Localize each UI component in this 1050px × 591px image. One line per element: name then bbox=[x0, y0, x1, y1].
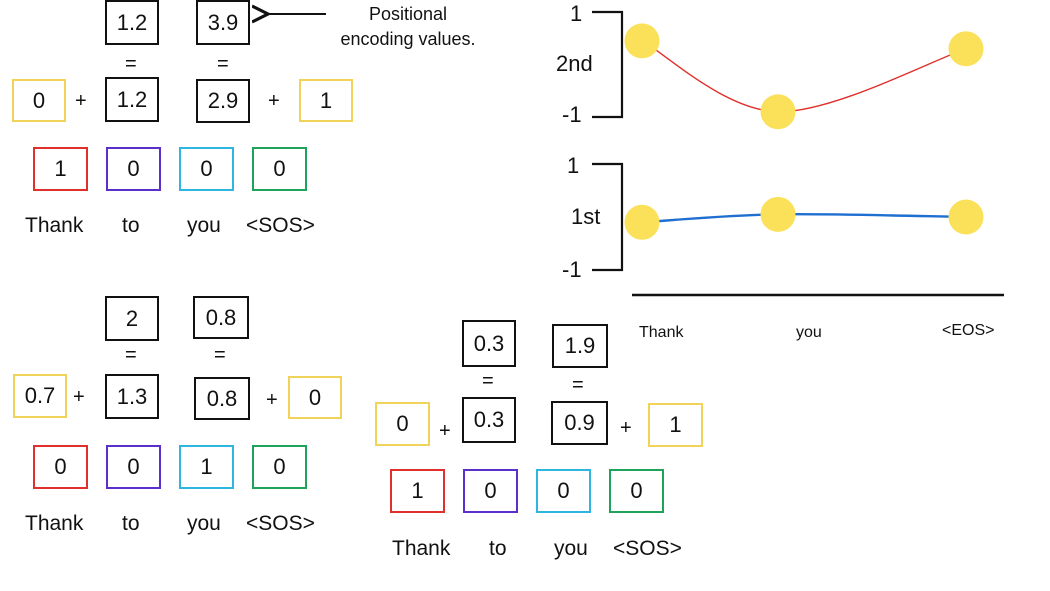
word-label: to bbox=[122, 512, 140, 535]
emb-box-4: 1 bbox=[648, 403, 703, 447]
plus-sign: + bbox=[268, 90, 280, 112]
equals-sign: = bbox=[482, 370, 494, 392]
equals-sign: = bbox=[125, 344, 137, 366]
emb-box-3: 2.9 bbox=[196, 79, 250, 123]
x-tick-label: you bbox=[796, 324, 822, 341]
word-label: you bbox=[187, 512, 221, 535]
y-max-label: 1 bbox=[567, 153, 580, 178]
pe-box-2: 1.9 bbox=[552, 324, 608, 368]
top-series-point bbox=[624, 23, 660, 59]
equals-sign: = bbox=[125, 53, 137, 75]
x-tick-label: Thank bbox=[639, 324, 684, 341]
emb-box-1: 0.7 bbox=[13, 374, 67, 418]
word-label: you bbox=[554, 537, 588, 560]
top-series-point bbox=[760, 94, 796, 130]
emb-box-3: 0.8 bbox=[194, 377, 250, 420]
emb-box-2: 1.3 bbox=[105, 374, 159, 419]
onehot-box-2: 0 bbox=[463, 469, 518, 513]
word-label: you bbox=[187, 214, 221, 237]
word-label: Thank bbox=[25, 512, 84, 535]
word-label: Thank bbox=[392, 537, 451, 560]
equals-sign: = bbox=[217, 53, 229, 75]
equals-sign: = bbox=[214, 344, 226, 366]
bottom-series-label: 1st bbox=[571, 204, 601, 229]
bottom-series-point bbox=[760, 196, 796, 232]
top-bracket bbox=[592, 10, 624, 119]
onehot-box-2: 0 bbox=[106, 147, 161, 191]
word-label: Thank bbox=[25, 214, 84, 237]
onehot-box-3: 1 bbox=[179, 445, 234, 489]
pe-box-2: 0.8 bbox=[193, 296, 249, 339]
emb-box-2: 1.2 bbox=[105, 77, 159, 122]
emb-box-1: 0 bbox=[375, 402, 430, 446]
x-tick-label: <EOS> bbox=[942, 322, 995, 339]
annotation-line-2: encoding values. bbox=[340, 29, 476, 49]
emb-box-2: 0.3 bbox=[462, 397, 516, 443]
bottom-bracket bbox=[592, 162, 624, 272]
word-label: to bbox=[489, 537, 507, 560]
word-label: <SOS> bbox=[246, 512, 315, 535]
plus-sign: + bbox=[73, 386, 85, 408]
annotation-line-1: Positional bbox=[368, 4, 448, 24]
emb-box-1: 0 bbox=[12, 79, 66, 122]
pe-box-2: 3.9 bbox=[196, 0, 250, 45]
onehot-box-3: 0 bbox=[536, 469, 591, 513]
top-series-line bbox=[641, 40, 967, 113]
y-min-label: -1 bbox=[562, 257, 582, 282]
bottom-series-point bbox=[948, 199, 984, 235]
emb-box-3: 0.9 bbox=[551, 401, 608, 445]
plus-sign: + bbox=[439, 420, 451, 442]
pe-box-1: 2 bbox=[105, 296, 159, 341]
emb-box-4: 0 bbox=[288, 376, 342, 419]
bottom-series-line bbox=[641, 212, 967, 224]
bottom-series-point bbox=[624, 204, 660, 240]
onehot-box-4: 0 bbox=[609, 469, 664, 513]
y-max-label: 1 bbox=[570, 1, 583, 26]
pe-box-1: 0.3 bbox=[462, 320, 516, 367]
onehot-box-1: 1 bbox=[33, 147, 88, 191]
onehot-box-1: 0 bbox=[33, 445, 88, 489]
onehot-box-3: 0 bbox=[179, 147, 234, 191]
y-min-label: -1 bbox=[562, 102, 582, 127]
plus-sign: + bbox=[75, 90, 87, 112]
word-label: to bbox=[122, 214, 140, 237]
onehot-box-4: 0 bbox=[252, 147, 307, 191]
emb-box-4: 1 bbox=[299, 79, 353, 122]
onehot-box-1: 1 bbox=[390, 469, 445, 513]
top-series-label: 2nd bbox=[556, 51, 593, 76]
pe-box-1: 1.2 bbox=[105, 0, 159, 45]
top-series-point bbox=[948, 31, 984, 67]
plus-sign: + bbox=[266, 389, 278, 411]
equals-sign: = bbox=[572, 374, 584, 396]
onehot-box-2: 0 bbox=[106, 445, 161, 489]
onehot-box-4: 0 bbox=[252, 445, 307, 489]
word-label: <SOS> bbox=[613, 537, 682, 560]
word-label: <SOS> bbox=[246, 214, 315, 237]
plus-sign: + bbox=[620, 417, 632, 439]
